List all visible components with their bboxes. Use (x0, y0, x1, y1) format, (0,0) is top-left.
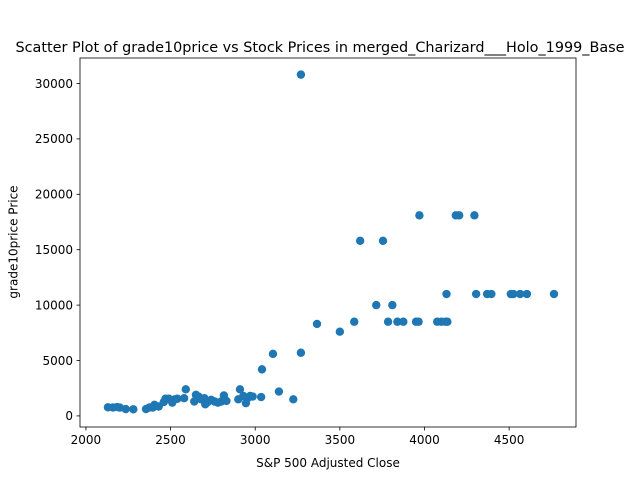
data-points (103, 70, 559, 414)
scatter-point (383, 317, 393, 326)
scatter-point (399, 317, 408, 326)
chart-title: Scatter Plot of grade10price vs Stock Pr… (15, 40, 624, 56)
scatter-point (470, 211, 479, 220)
y-tick-label: 5000 (42, 354, 73, 368)
scatter-point (388, 300, 397, 310)
x-tick-label: 2000 (71, 433, 102, 447)
scatter-point (296, 70, 306, 79)
scatter-point (179, 393, 189, 403)
scatter-point (121, 404, 130, 414)
x-tick-label: 4500 (494, 433, 525, 447)
scatter-point (442, 289, 451, 299)
scatter-point (312, 319, 322, 329)
scatter-point (274, 387, 284, 396)
scatter-point (355, 236, 365, 246)
x-axis-label: S&P 500 Adjusted Close (256, 456, 400, 470)
scatter-point (222, 396, 231, 406)
scatter-point (515, 289, 525, 299)
scatter-point (181, 385, 190, 394)
scatter-point (415, 211, 424, 220)
x-tick-label: 3000 (240, 433, 271, 447)
y-tick-label: 30000 (35, 77, 73, 91)
scatter-point (454, 211, 464, 220)
y-tick-label: 25000 (35, 132, 73, 146)
scatter-point (414, 317, 423, 326)
y-tick-label: 10000 (35, 298, 73, 312)
scatter-point (487, 289, 496, 299)
x-tick-label: 2500 (155, 433, 186, 447)
scatter-point (268, 349, 278, 359)
x-tick-label: 3500 (325, 433, 356, 447)
y-tick-label: 0 (65, 409, 73, 423)
scatter-point (393, 317, 402, 326)
scatter-point (257, 365, 267, 374)
y-axis-label: grade10price Price (7, 185, 21, 298)
scatter-point (289, 395, 298, 404)
scatter-point (378, 236, 388, 246)
y-tick-label: 15000 (35, 243, 73, 257)
axes: 2000 2500 3000 3500 4000 4500 0 5000 10000 15000 2… (35, 57, 577, 447)
scatter-point (471, 289, 481, 299)
scatter-point (509, 289, 518, 299)
x-tick-label: 4000 (409, 433, 440, 447)
scatter-point (372, 300, 381, 310)
scatter-point (173, 394, 182, 403)
scatter-point (549, 289, 559, 299)
scatter-point (335, 327, 345, 336)
scatter-point (350, 317, 359, 326)
scatter-point (235, 385, 245, 394)
scatter-point (296, 348, 306, 357)
scatter-point (256, 392, 266, 402)
scatter-point (129, 405, 138, 414)
plot-frame (79, 57, 577, 428)
scatter-point (522, 289, 532, 299)
scatter-point (443, 317, 452, 326)
y-tick-label: 20000 (35, 188, 73, 202)
scatter-point (248, 392, 257, 401)
